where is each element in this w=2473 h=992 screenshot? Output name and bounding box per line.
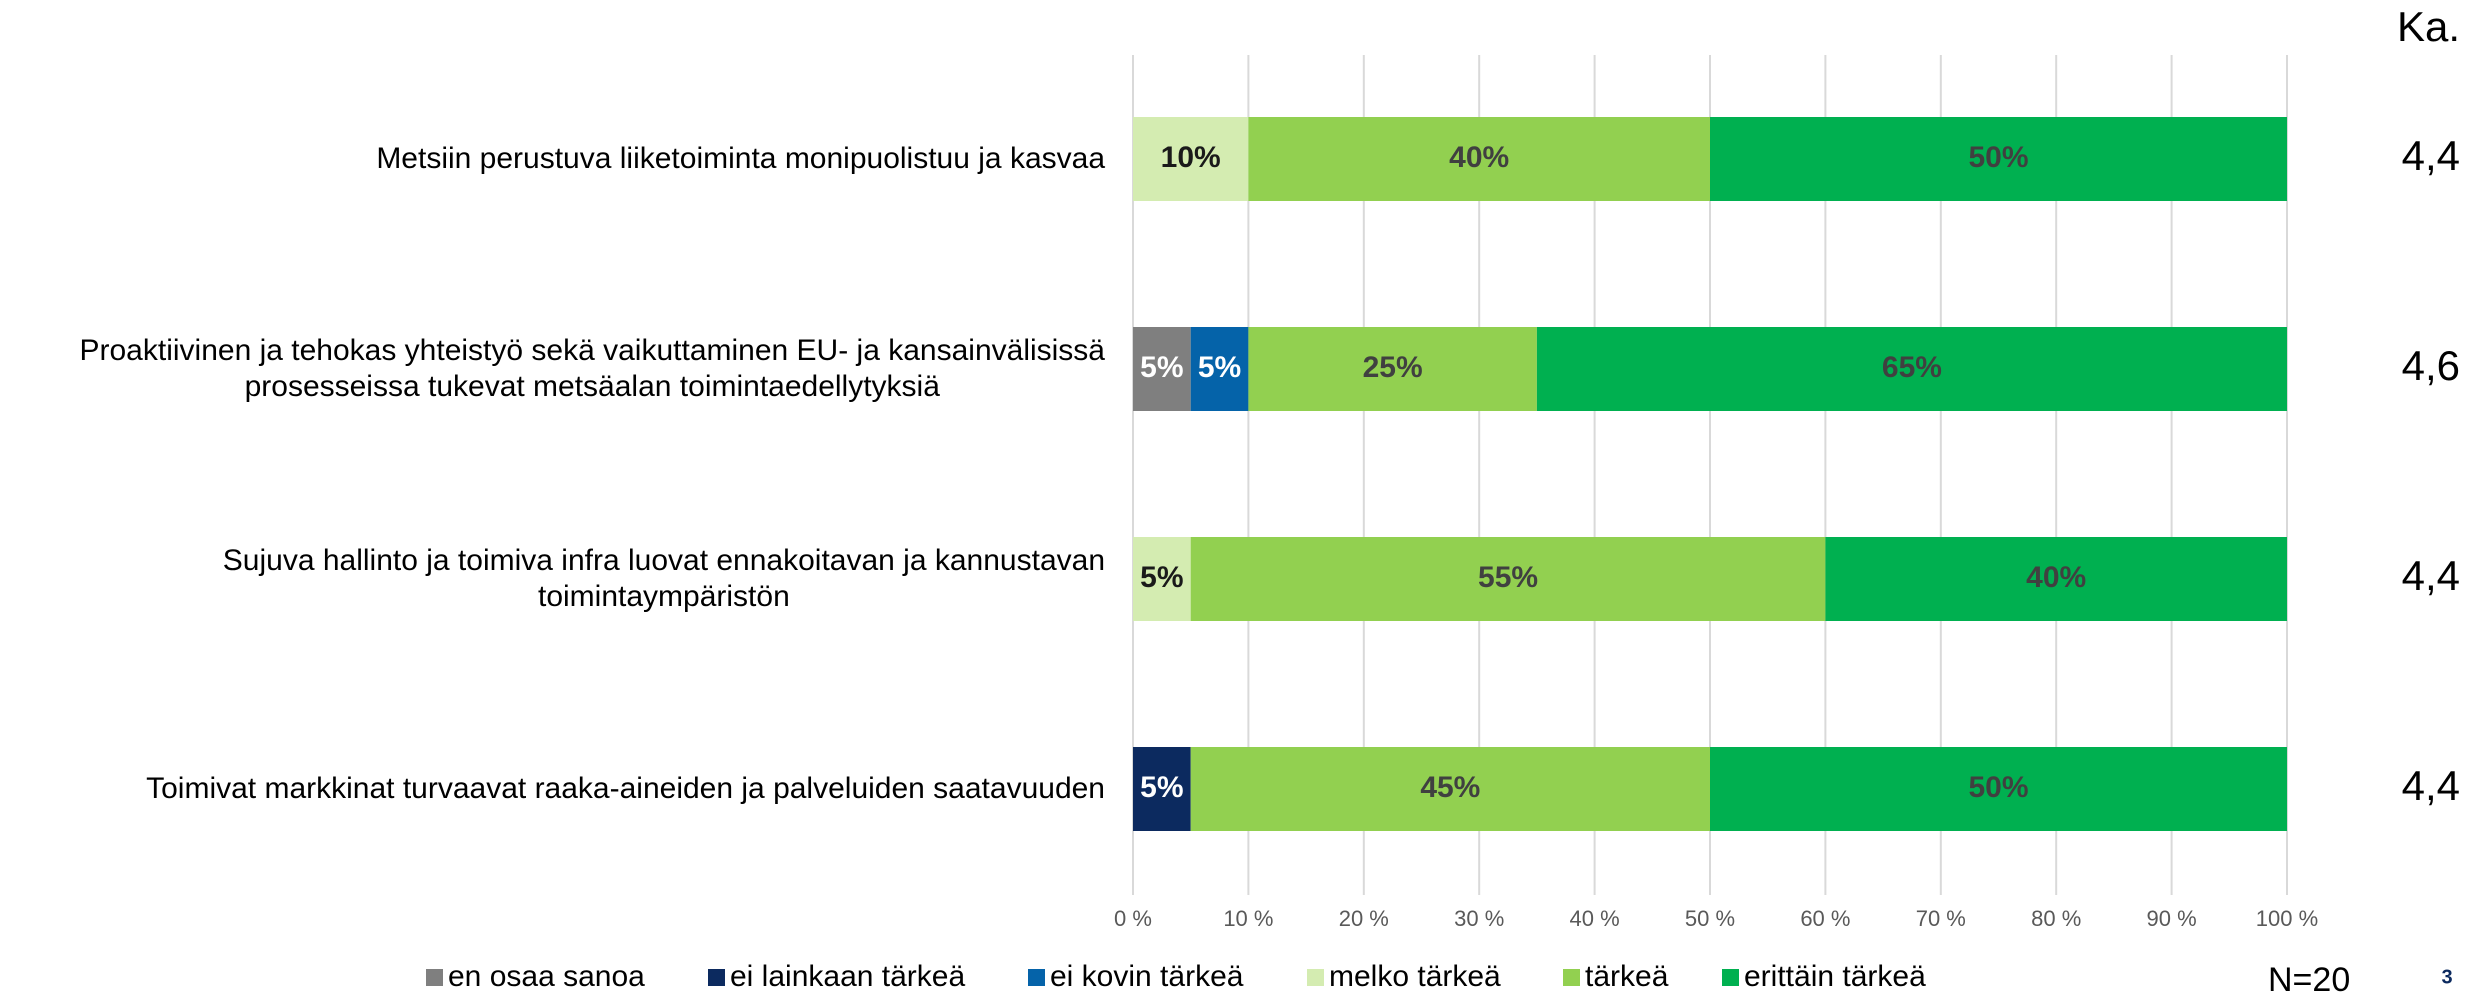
legend-swatch [1028, 969, 1045, 986]
category-label: Toimivat markkinat turvaavat raaka-ainei… [146, 772, 1105, 805]
bar-segment [1190, 747, 1710, 831]
x-tick-label: 0 % [1114, 906, 1152, 931]
legend-label: ei lainkaan tärkeä [730, 960, 965, 992]
bar-segment [1133, 327, 1191, 411]
average-value: 4,6 [2402, 342, 2460, 389]
x-tick-label: 40 % [1570, 906, 1620, 931]
x-tick-label: 30 % [1454, 906, 1504, 931]
x-tick-label: 10 % [1223, 906, 1273, 931]
average-value: 4,4 [2402, 552, 2460, 599]
legend-swatch [708, 969, 725, 986]
category-label: Metsiin perustuva liiketoiminta monipuol… [376, 142, 1105, 175]
data-label: 50% [1968, 141, 2028, 174]
category-label: Sujuva hallinto ja toimiva infra luovat … [222, 544, 1105, 613]
x-tick-label: 80 % [2031, 906, 2081, 931]
data-label: 65% [1882, 351, 1942, 384]
x-tick-label: 70 % [1916, 906, 1966, 931]
page-number: 3 [2441, 966, 2452, 988]
bar-segment [1248, 117, 1710, 201]
data-label: 5% [1198, 351, 1241, 384]
data-label: 5% [1140, 771, 1183, 804]
legend-swatch [1722, 969, 1739, 986]
bar-segment [1710, 117, 2287, 201]
bar-segment [1536, 327, 2287, 411]
data-label: 5% [1140, 351, 1183, 384]
bar-segment [1190, 537, 1826, 621]
bar-segment [1133, 537, 1191, 621]
legend-swatch [426, 969, 443, 986]
bar-segment [1825, 537, 2287, 621]
legend-label: tärkeä [1585, 960, 1669, 992]
average-value: 4,4 [2402, 132, 2460, 179]
bar-segment [1133, 117, 1249, 201]
bar-segment [1190, 327, 1249, 411]
average-header: Ka. [2397, 3, 2460, 50]
data-label: 25% [1363, 351, 1423, 384]
bar-segment [1710, 747, 2287, 831]
bar-segment [1248, 327, 1537, 411]
legend-label: erittäin tärkeä [1744, 960, 1926, 992]
x-tick-label: 60 % [1800, 906, 1850, 931]
legend-label: en osaa sanoa [448, 960, 645, 992]
data-label: 5% [1140, 561, 1183, 594]
data-label: 10% [1161, 141, 1221, 174]
x-tick-label: 50 % [1685, 906, 1735, 931]
x-tick-label: 90 % [2147, 906, 2197, 931]
x-tick-label: 100 % [2256, 906, 2318, 931]
legend-label: melko tärkeä [1329, 960, 1501, 992]
category-label: Proaktiivinen ja tehokas yhteistyö sekä … [79, 334, 1106, 403]
data-label: 40% [1449, 141, 1509, 174]
legend-label: ei kovin tärkeä [1050, 960, 1244, 992]
data-label: 40% [2026, 561, 2086, 594]
data-label: 45% [1420, 771, 1480, 804]
x-tick-label: 20 % [1339, 906, 1389, 931]
bar-segment [1133, 747, 1191, 831]
note: N=20 [2268, 961, 2350, 992]
average-value: 4,4 [2402, 762, 2460, 809]
data-label: 55% [1478, 561, 1538, 594]
legend-swatch [1563, 969, 1580, 986]
legend-swatch [1307, 969, 1324, 986]
data-label: 50% [1968, 771, 2028, 804]
